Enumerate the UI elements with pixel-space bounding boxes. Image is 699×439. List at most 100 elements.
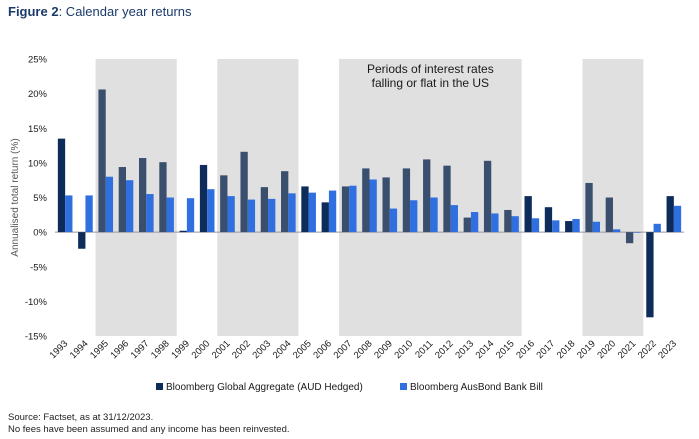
bar-global-aggregate (605, 197, 613, 233)
bar-bank-bill (470, 212, 479, 233)
x-tick-label: 2003 (250, 338, 273, 361)
y-tick-label: -10% (25, 297, 48, 308)
legend-swatch-global-aggregate (156, 383, 163, 390)
bar-global-aggregate (260, 187, 269, 233)
x-tick-label: 1995 (88, 338, 111, 361)
x-tick-label: 1994 (68, 338, 91, 361)
bar-bank-bill (673, 205, 682, 233)
bar-bank-bill (592, 221, 600, 233)
x-tick-label: 2020 (595, 338, 618, 361)
y-tick-label: -5% (30, 262, 47, 273)
x-tick-label: 2001 (210, 338, 233, 361)
bar-global-aggregate (625, 232, 634, 244)
bar-bank-bill (653, 223, 661, 233)
bar-bank-bill (612, 229, 621, 233)
bar-global-aggregate (159, 162, 167, 233)
x-tick-label: 2008 (352, 338, 375, 361)
y-tick-label: 0% (33, 228, 47, 239)
bar-bank-bill (450, 205, 458, 233)
x-tick-label: 2019 (575, 338, 598, 361)
footnote: No fees have been assumed and any income… (8, 424, 290, 435)
bar-global-aggregate (118, 167, 127, 233)
bar-bank-bill (369, 179, 377, 233)
bar-bank-bill (328, 190, 337, 233)
x-tick-label: 2011 (413, 338, 435, 360)
bar-bank-bill (85, 195, 93, 233)
y-tick-label: 20% (28, 89, 48, 100)
bar-global-aggregate (443, 165, 451, 233)
bar-bank-bill (491, 213, 499, 233)
x-tick-label: 2016 (514, 338, 537, 361)
x-tick-label: 1997 (129, 338, 152, 361)
bar-bank-bill (633, 232, 641, 233)
y-tick-label: 25% (28, 55, 48, 66)
bar-global-aggregate (281, 171, 289, 233)
bar-global-aggregate (524, 196, 532, 233)
bars (57, 89, 682, 318)
x-tick-label: 2006 (311, 338, 334, 361)
bar-bank-bill (207, 189, 215, 233)
bar-bank-bill (308, 192, 316, 233)
bar-global-aggregate (78, 232, 86, 249)
x-tick-label: 2005 (291, 338, 314, 361)
bar-global-aggregate (382, 177, 390, 233)
x-tick-label: 2010 (392, 338, 415, 361)
x-tick-label: 2015 (494, 338, 517, 361)
bar-bank-bill (65, 195, 73, 233)
bar-bank-bill (531, 218, 540, 233)
x-axis-labels: 1993199419951996199719981999200020012002… (48, 338, 679, 361)
bar-bank-bill (288, 193, 296, 233)
bar-global-aggregate (483, 160, 492, 233)
bar-bank-bill (572, 218, 580, 233)
bar-global-aggregate (301, 186, 309, 233)
bar-global-aggregate (179, 230, 187, 233)
x-tick-label: 2007 (332, 338, 355, 361)
bar-global-aggregate (423, 159, 431, 233)
figure-caption: : Calendar year returns (58, 4, 192, 19)
x-tick-label: 2000 (190, 338, 213, 361)
bar-bank-bill (166, 197, 174, 233)
x-tick-label: 2018 (555, 338, 578, 361)
y-tick-label: 15% (28, 124, 48, 135)
bar-bank-bill (410, 200, 418, 233)
bar-global-aggregate (321, 202, 329, 233)
bar-bank-bill (146, 194, 154, 233)
x-tick-label: 2013 (453, 338, 476, 361)
x-tick-label: 2017 (535, 338, 558, 361)
bar-global-aggregate (139, 158, 147, 233)
bar-global-aggregate (220, 175, 228, 233)
annotation-line-1: Periods of interest rates (367, 62, 494, 76)
x-tick-label: 1996 (108, 338, 131, 361)
x-tick-label: 1999 (169, 338, 192, 361)
legend-label-bank-bill: Bloomberg AusBond Bank Bill (410, 382, 543, 393)
x-tick-label: 1998 (149, 338, 172, 361)
bar-bank-bill (186, 198, 195, 233)
figure-label: Figure 2 (8, 4, 59, 19)
bar-global-aggregate (585, 182, 593, 233)
x-tick-label: 2004 (271, 338, 294, 361)
bar-global-aggregate (504, 209, 512, 233)
bar-global-aggregate (463, 217, 471, 233)
bar-bank-bill (268, 198, 276, 233)
x-tick-label: 2012 (433, 338, 456, 361)
bar-global-aggregate (98, 89, 106, 233)
bar-bank-bill (389, 208, 398, 233)
bar-global-aggregate (565, 221, 573, 233)
x-tick-label: 2022 (636, 338, 659, 361)
bar-bank-bill (247, 199, 256, 233)
legend-label-global-aggregate: Bloomberg Global Aggregate (AUD Hedged) (166, 382, 363, 393)
bar-bank-bill (105, 176, 114, 233)
bar-bank-bill (552, 220, 560, 233)
figure-title: Figure 2: Calendar year returns (8, 4, 192, 19)
annotation-line-2: falling or flat in the US (372, 76, 489, 90)
y-tick-label: 10% (28, 158, 48, 169)
legend-swatch-bank-bill (400, 383, 407, 390)
x-tick-label: 2023 (656, 338, 679, 361)
bar-bank-bill (349, 185, 357, 233)
bar-global-aggregate (666, 196, 674, 233)
bar-bank-bill (511, 216, 519, 233)
y-tick-label: -15% (25, 332, 48, 343)
bar-global-aggregate (402, 168, 411, 233)
